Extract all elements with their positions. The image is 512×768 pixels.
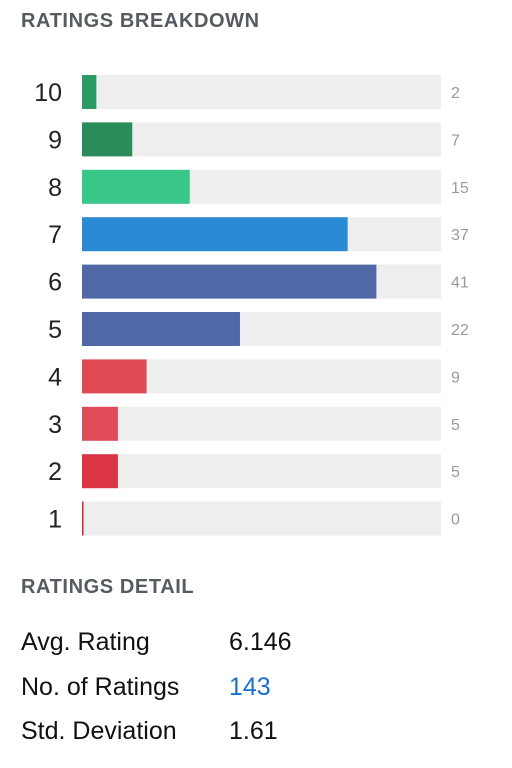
count-label-4: 9 (451, 369, 460, 386)
rating-label-2: 2 (48, 458, 62, 486)
avg-rating-row: Avg. Rating 6.146 (21, 628, 292, 657)
num-ratings-row: No. of Ratings 143 (21, 673, 271, 702)
rating-label-10: 10 (34, 79, 62, 107)
bar-9 (82, 122, 133, 157)
avg-rating-label: Avg. Rating (21, 628, 150, 656)
count-label-1: 0 (451, 512, 460, 529)
bar-10 (82, 75, 97, 109)
bar-4 (82, 359, 147, 394)
num-ratings-label: No. of Ratings (21, 673, 180, 701)
count-label-10: 2 (451, 85, 460, 102)
bar-track-9 (82, 122, 441, 157)
rating-label-9: 9 (48, 126, 62, 154)
count-label-7: 37 (451, 227, 469, 244)
rating-label-4: 4 (48, 363, 62, 391)
rating-label-3: 3 (48, 411, 62, 439)
count-label-6: 41 (451, 275, 469, 292)
bar-3 (82, 406, 118, 441)
bar-6 (82, 264, 377, 299)
std-deviation-label: Std. Deviation (21, 717, 177, 745)
rating-label-8: 8 (48, 174, 62, 202)
rating-label-1: 1 (48, 506, 62, 534)
ratings-detail-title: RATINGS DETAIL (21, 576, 195, 598)
bar-7 (82, 217, 348, 252)
bar-track-10 (82, 75, 441, 109)
bar-8 (82, 169, 190, 204)
rating-label-6: 6 (48, 269, 62, 297)
avg-rating-value: 6.146 (229, 628, 292, 656)
bar-track-1 (82, 501, 441, 536)
count-label-9: 7 (451, 132, 460, 149)
num-ratings-link[interactable]: 143 (229, 673, 271, 701)
rating-label-5: 5 (48, 316, 62, 344)
count-label-2: 5 (451, 464, 460, 481)
bar-5 (82, 312, 240, 346)
std-deviation-row: Std. Deviation 1.61 (21, 717, 278, 746)
bar-track-2 (82, 454, 441, 489)
std-deviation-value: 1.61 (229, 717, 278, 745)
bar-2 (82, 454, 118, 489)
rating-label-7: 7 (48, 221, 62, 249)
count-label-8: 15 (451, 180, 469, 197)
count-label-3: 5 (451, 417, 460, 434)
bar-1 (82, 501, 84, 536)
count-label-5: 22 (451, 322, 469, 339)
bar-track-3 (82, 406, 441, 441)
ratings-breakdown-chart: 10 29 78 157 376 415 224 93 52 51 0 (34, 75, 469, 536)
ratings-breakdown-title: RATINGS BREAKDOWN (21, 10, 260, 32)
